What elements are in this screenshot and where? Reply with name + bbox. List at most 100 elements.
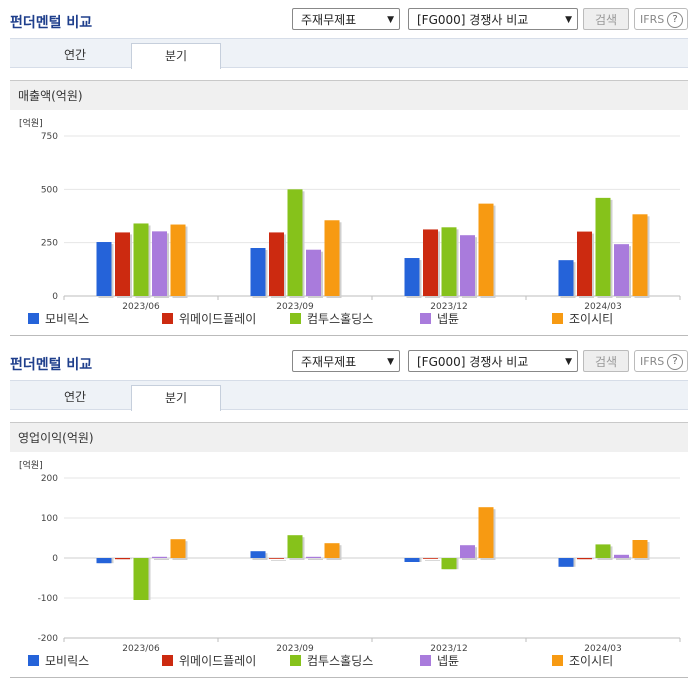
ifrs-info-button[interactable]: IFRS? <box>634 8 688 30</box>
help-icon: ? <box>667 12 683 28</box>
bar-2-2024-03[interactable] <box>577 558 592 560</box>
bar-4-2024-03[interactable] <box>614 554 629 558</box>
y-tick-label: -100 <box>38 594 59 604</box>
bar-shadow <box>308 558 323 560</box>
ifrs-label: IFRS <box>640 355 665 368</box>
ifrs-info-button[interactable]: IFRS? <box>634 350 688 372</box>
bar-5-2023-09[interactable] <box>324 543 340 558</box>
legend-label: 모비릭스 <box>45 312 90 326</box>
compare-group-select[interactable]: [FG000] 경쟁사 비교 ▼ <box>408 350 578 372</box>
chevron-down-icon: ▼ <box>565 357 572 367</box>
bar-3-2023-12[interactable] <box>441 558 457 570</box>
bar-1-2024-03[interactable] <box>558 558 574 567</box>
legend-label: 넵튠 <box>437 654 460 668</box>
chevron-down-icon: ▼ <box>387 357 394 367</box>
bar-1-2023-12[interactable] <box>404 258 420 296</box>
bar-shadow <box>616 556 631 560</box>
bar-4-2023-12[interactable] <box>460 235 475 296</box>
statement-type-value: 주재무제표 <box>301 13 357 27</box>
search-button[interactable]: 검색 <box>583 8 629 30</box>
period-tabs: 연간 분기 <box>10 380 688 411</box>
bar-2-2023-12[interactable] <box>423 229 438 296</box>
y-tick-label: -200 <box>38 634 59 644</box>
statement-type-value: 주재무제표 <box>301 355 357 369</box>
x-tick-label: 2023/06 <box>122 302 160 310</box>
bar-2-2023-06[interactable] <box>115 558 130 560</box>
bar-4-2023-09[interactable] <box>306 556 321 558</box>
bar-3-2024-03[interactable] <box>595 544 611 558</box>
bar-2-2023-06[interactable] <box>115 232 130 296</box>
legend-label: 넵튠 <box>437 312 460 326</box>
legend-label: 조이시티 <box>569 654 614 668</box>
bar-1-2023-09[interactable] <box>250 248 266 296</box>
y-tick-label: 250 <box>41 239 58 249</box>
bar-5-2023-06[interactable] <box>170 224 186 296</box>
legend-label: 모비릭스 <box>45 654 90 668</box>
bar-3-2023-06[interactable] <box>133 558 149 600</box>
tab-annual[interactable]: 연간 <box>63 390 87 404</box>
tab-annual[interactable]: 연간 <box>63 48 87 62</box>
bar-2-2023-12[interactable] <box>423 558 438 559</box>
chevron-down-icon: ▼ <box>565 15 572 25</box>
chart-legend: 모비릭스 위메이드플레이 컴투스홀딩스 넵튠 조이시티 <box>28 311 688 327</box>
bar-4-2023-06[interactable] <box>152 556 167 558</box>
legend-swatch <box>28 655 39 666</box>
legend-swatch <box>420 313 431 324</box>
bar-1-2023-09[interactable] <box>250 551 266 558</box>
tab-quarterly[interactable]: 분기 <box>131 385 221 411</box>
operating-profit-chart: [억원] -200 -100 0 100 200 2023/06 2023/09 2023/12… <box>19 459 681 652</box>
compare-group-select[interactable]: [FG000] 경쟁사 비교 ▼ <box>408 8 578 30</box>
x-tick-label: 2023/06 <box>122 644 160 652</box>
bar-5-2024-03[interactable] <box>632 540 648 558</box>
bar-5-2023-12[interactable] <box>478 203 494 296</box>
bar-3-2023-09[interactable] <box>287 535 303 558</box>
chart-section-title: 매출액(억원) <box>10 80 688 110</box>
bar-2-2023-09[interactable] <box>269 232 284 296</box>
chevron-down-icon: ▼ <box>387 15 394 25</box>
bar-4-2023-09[interactable] <box>306 249 321 296</box>
bar-2-2023-09[interactable] <box>269 558 284 559</box>
help-icon: ? <box>667 354 683 370</box>
bar-4-2023-12[interactable] <box>460 545 475 558</box>
bar-3-2023-09[interactable] <box>287 189 303 296</box>
legend-label: 컴투스홀딩스 <box>307 312 374 326</box>
bar-1-2024-03[interactable] <box>558 260 574 296</box>
bar-4-2024-03[interactable] <box>614 244 629 296</box>
legend-label: 컴투스홀딩스 <box>307 654 374 668</box>
bar-1-2023-06[interactable] <box>96 242 112 296</box>
bar-5-2024-03[interactable] <box>632 214 648 296</box>
bar-5-2023-12[interactable] <box>478 507 494 558</box>
page-title: 펀더멘털 비교 <box>10 357 93 373</box>
tab-quarterly[interactable]: 분기 <box>131 43 221 69</box>
legend-swatch <box>552 313 563 324</box>
statement-type-select[interactable]: 주재무제표 ▼ <box>292 350 400 372</box>
y-tick-label: 0 <box>52 292 58 302</box>
x-tick-label: 2023/12 <box>430 644 467 652</box>
bar-4-2023-06[interactable] <box>152 231 167 296</box>
legend-swatch <box>552 655 563 666</box>
period-tabs: 연간 분기 <box>10 38 688 69</box>
bar-3-2023-12[interactable] <box>441 227 457 296</box>
x-tick-label: 2023/12 <box>430 302 467 310</box>
y-unit-label: [억원] <box>19 459 43 471</box>
x-tick-label: 2023/09 <box>276 302 314 310</box>
revenue-chart: [억원] 0 250 500 750 2023/06 2023/09 2023/12 2024/… <box>19 117 681 310</box>
y-tick-label: 750 <box>41 132 58 142</box>
bar-1-2023-12[interactable] <box>404 558 420 562</box>
bar-3-2023-06[interactable] <box>133 223 149 296</box>
bar-5-2023-09[interactable] <box>324 220 340 296</box>
chart-section-title: 영업이익(억원) <box>10 422 688 452</box>
panel-header: 펀더멘털 비교 주재무제표 ▼ [FG000] 경쟁사 비교 ▼ 검색 IFRS? <box>0 0 696 38</box>
search-button[interactable]: 검색 <box>583 350 629 372</box>
legend-swatch <box>162 313 173 324</box>
legend-swatch <box>28 313 39 324</box>
x-tick-label: 2024/03 <box>584 644 621 652</box>
y-tick-label: 200 <box>41 474 58 484</box>
bar-shadow <box>271 560 286 561</box>
bar-1-2023-06[interactable] <box>96 558 112 564</box>
statement-type-select[interactable]: 주재무제표 ▼ <box>292 8 400 30</box>
bar-5-2023-06[interactable] <box>170 539 186 558</box>
bar-2-2024-03[interactable] <box>577 231 592 296</box>
bar-3-2024-03[interactable] <box>595 197 611 296</box>
y-tick-label: 100 <box>41 514 58 524</box>
